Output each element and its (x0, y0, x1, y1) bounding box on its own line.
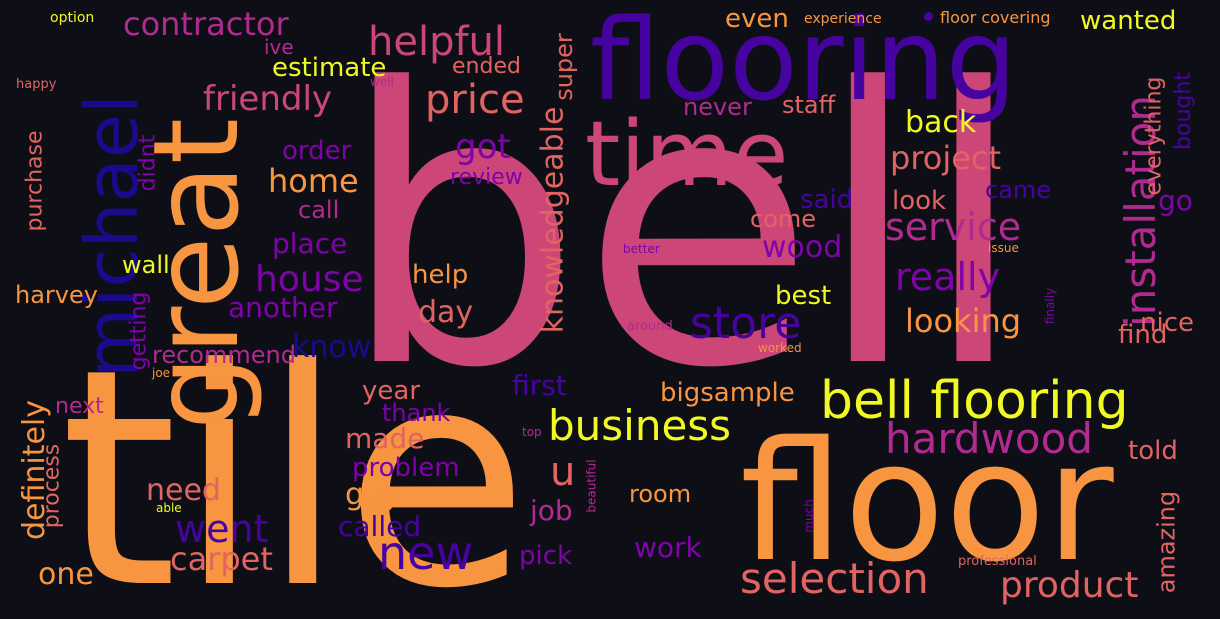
word-issue: issue (988, 241, 1019, 255)
word-much: much (801, 499, 816, 533)
word-know: know (292, 330, 372, 365)
word-went: went (175, 507, 269, 551)
word-called: called (338, 510, 422, 543)
word-project: project (890, 139, 1002, 177)
word-place: place (272, 227, 348, 260)
word-best: best (775, 281, 832, 311)
word-didnt: didnt (135, 134, 161, 192)
word-next: next (55, 394, 104, 419)
word-came: came (985, 176, 1052, 204)
word-review: review (450, 165, 523, 190)
word-problem: problem (352, 453, 460, 483)
word-tile: tile (60, 305, 529, 619)
word-friendly: friendly (203, 79, 333, 119)
word-back: back (905, 105, 977, 140)
word-better: better (623, 242, 660, 256)
word-thank: thank (382, 399, 451, 427)
word-recommend: recommend (152, 341, 296, 369)
word-around: around (627, 319, 673, 334)
word-carpet: carpet (170, 540, 273, 578)
word-nice: nice (1140, 308, 1194, 338)
word-happy: happy (16, 77, 57, 92)
word-never: never (683, 93, 752, 121)
word-selection: selection (740, 554, 929, 603)
word-process: process (39, 443, 65, 529)
word-room: room (629, 480, 692, 508)
word-hardwood: hardwood (885, 414, 1093, 463)
word-harvey: harvey (15, 281, 98, 309)
word-job: job (530, 494, 573, 527)
word-bell: bell (340, 8, 1027, 451)
word-bigsample: bigsample (660, 378, 795, 408)
word-store: store (690, 298, 802, 349)
word-flooring: flooring (590, 0, 1017, 126)
word-day: day (418, 295, 474, 330)
word-purchase: purchase (22, 130, 48, 232)
word-experience: experience (804, 11, 882, 27)
word-time: time (585, 102, 789, 207)
word-order: order (282, 136, 352, 166)
word-really: really (895, 255, 1001, 299)
word-new: new (378, 526, 474, 580)
word-help: help (412, 260, 469, 290)
word-find: find (1118, 320, 1168, 350)
word-well: well (370, 75, 394, 89)
word-finally: finally (1043, 287, 1058, 325)
word-even: even (725, 4, 789, 34)
word-business: business (548, 401, 732, 450)
word-house: house (255, 259, 364, 300)
word-year: year (362, 376, 421, 406)
word-joe: joe (152, 366, 171, 380)
word-come: come (750, 205, 817, 233)
word-wood: wood (762, 230, 843, 265)
word-super: super (549, 33, 578, 101)
word-first: first (512, 369, 567, 402)
word-look: look (892, 186, 947, 216)
word-u: u (550, 449, 576, 495)
word-got: got (455, 127, 511, 167)
word-wall: wall (122, 251, 170, 279)
word-one: one (38, 557, 94, 592)
word-home: home (268, 162, 359, 200)
word-professional: professional (958, 554, 1037, 569)
word-beautiful: beautiful (584, 459, 599, 513)
word-contractor: contractor (123, 5, 289, 43)
word-call: call (298, 196, 340, 224)
dot-mark (924, 12, 933, 21)
word-floor: floor (740, 406, 1114, 598)
word-said: said (800, 185, 854, 215)
word-option: option (50, 10, 95, 26)
word-work: work (634, 531, 702, 564)
word-worked: worked (758, 341, 802, 355)
word-bought: bought (1170, 72, 1196, 150)
word-guy: guy (345, 477, 401, 512)
word-need: need (146, 473, 221, 508)
word-ended: ended (452, 54, 521, 79)
word-service: service (885, 205, 1022, 249)
word-top: top (522, 425, 542, 439)
word-another: another (228, 291, 338, 324)
word-ive: ive (264, 35, 294, 59)
word-able: able (156, 501, 182, 515)
word-made: made (345, 422, 425, 455)
word-bell-flooring: bell flooring (820, 371, 1129, 431)
word-floor-covering: floor covering (940, 8, 1051, 27)
word-pick: pick (519, 541, 573, 571)
word-looking: looking (905, 302, 1022, 340)
word-staff: staff (782, 91, 836, 119)
word-price: price (425, 77, 525, 123)
word-helpful: helpful (368, 19, 506, 65)
word-estimate: estimate (272, 53, 387, 83)
word-knowledgeable: knowledgeable (535, 106, 571, 334)
word-told: told (1128, 436, 1178, 466)
word-amazing: amazing (1152, 490, 1181, 594)
word-wanted: wanted (1080, 6, 1177, 36)
word-everything: everything (1141, 76, 1167, 196)
word-getting: getting (126, 291, 152, 371)
word-product: product (1000, 565, 1139, 606)
word-go: go (1158, 184, 1193, 217)
